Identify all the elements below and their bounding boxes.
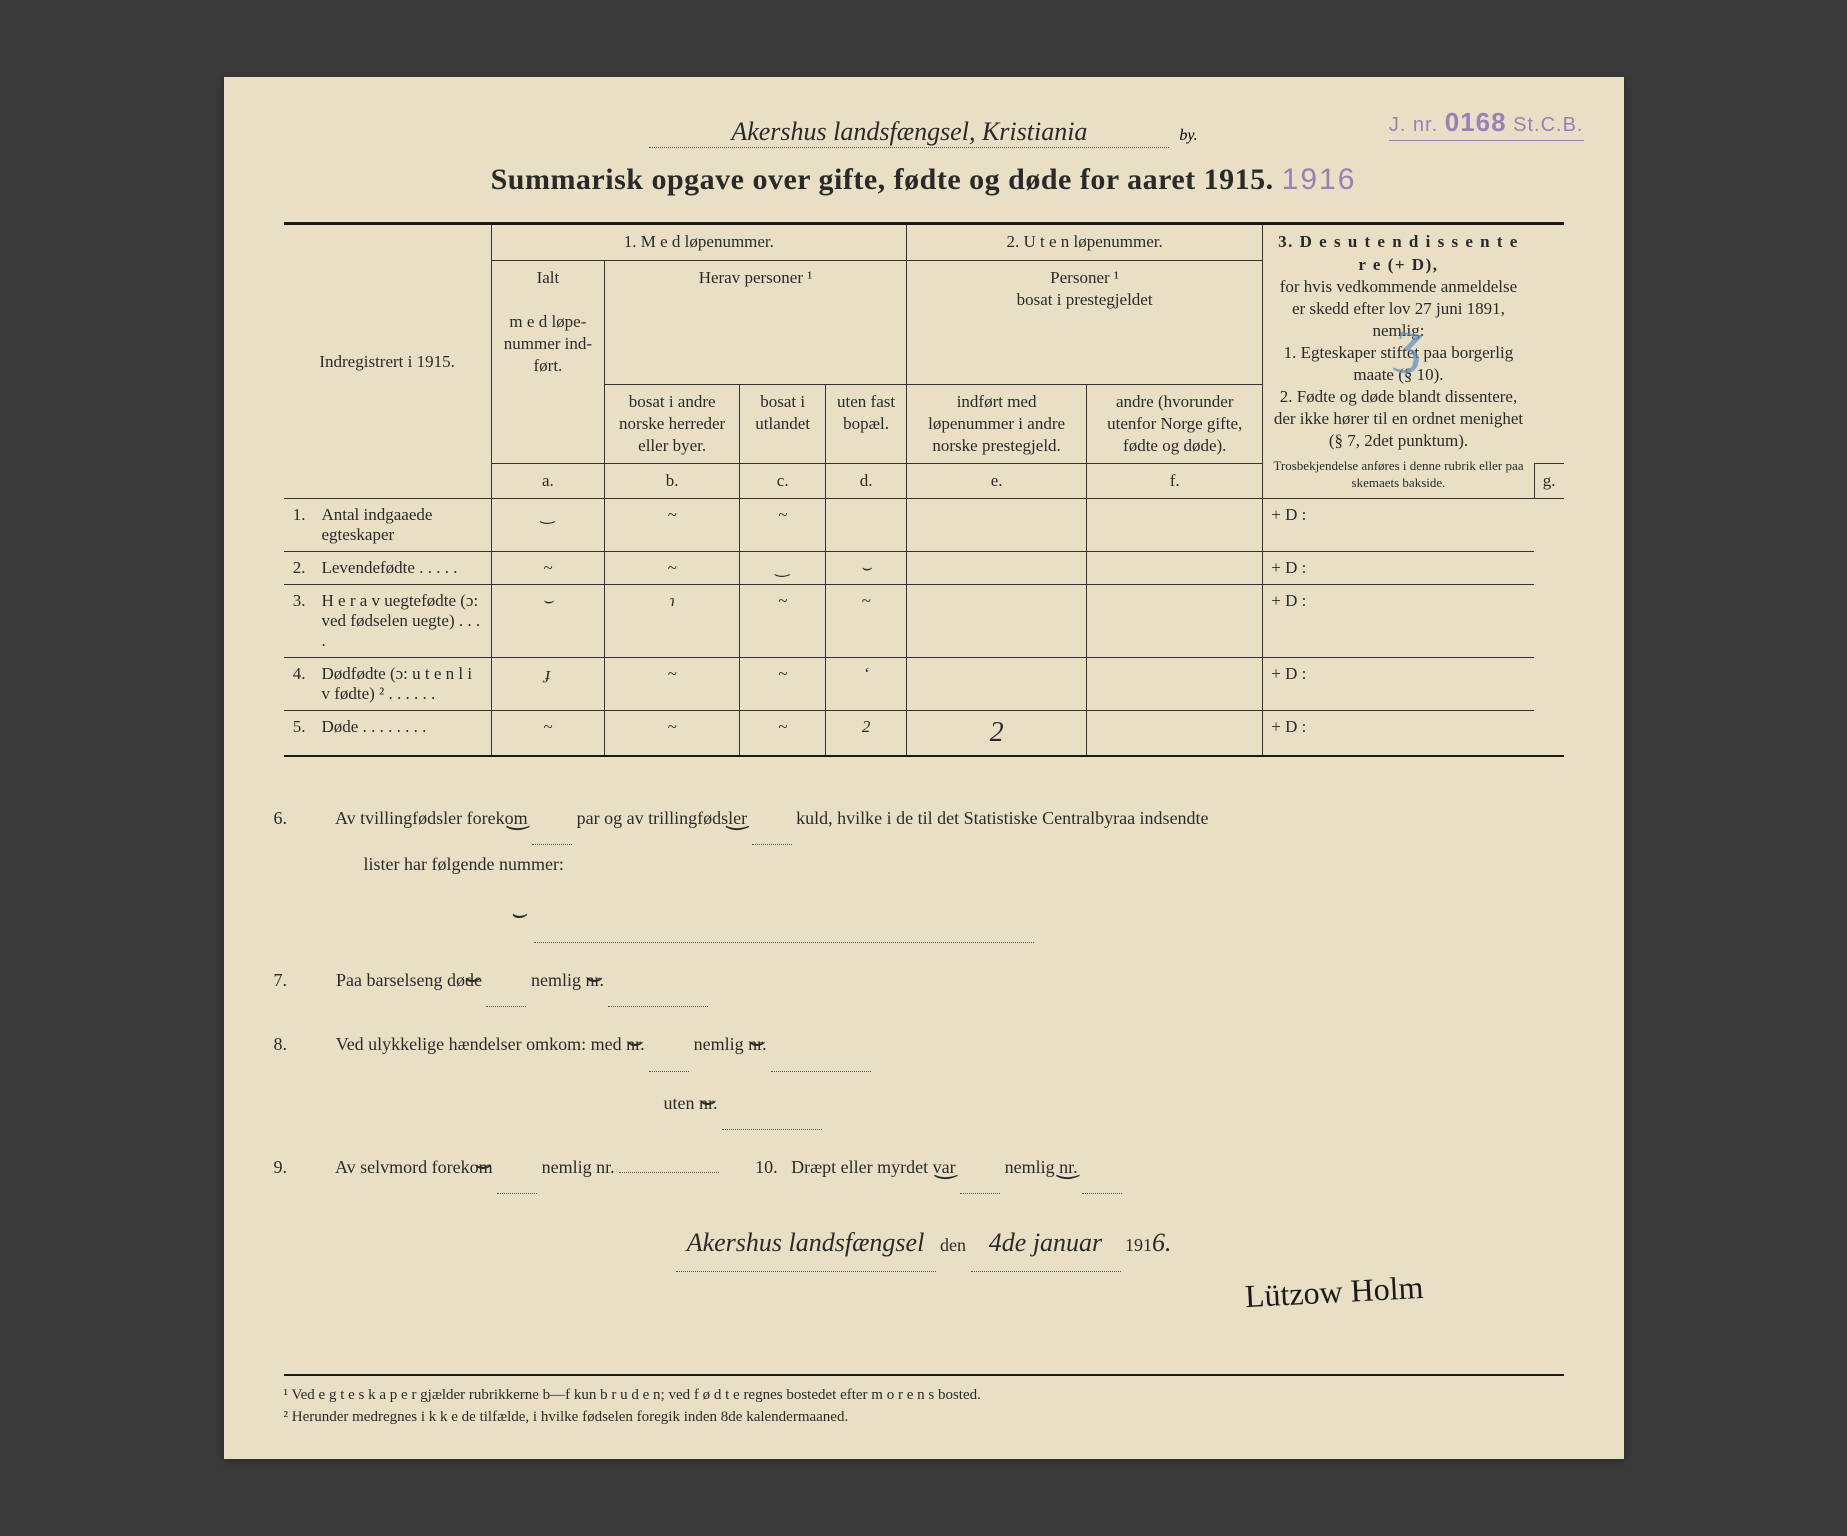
group2-header: 2. U t e n løpenummer. <box>906 224 1262 260</box>
cell-d <box>826 499 907 552</box>
row-label: Levendefødte . . . . . <box>314 552 492 585</box>
row-label: Antal indgaaede egteskaper <box>314 499 492 552</box>
cell-e: 2 <box>906 711 1086 757</box>
col-letter-g: g. <box>1534 464 1563 499</box>
col-letter-e: e. <box>906 464 1086 499</box>
col-a-header: Ialt m e d løpe-nummer ind-ført. <box>491 260 604 464</box>
line-7: 7. Paa barselseng døde ⌣ nemlig nr. ⌣ <box>304 949 1544 1007</box>
cell-a: ‿ <box>491 499 604 552</box>
row-label: Dødfødte (ɔ: u t e n l i v fødte) ² . . … <box>314 658 492 711</box>
group2-sub: Personer ¹ bosat i prestegjeldet <box>906 260 1262 384</box>
col-e-header: indført med løpenummer i andre norske pr… <box>906 384 1086 463</box>
sig-place: Akershus landsfængsel <box>676 1214 936 1272</box>
location-handwritten: Akershus landsfængsel, Kristiania <box>649 117 1169 148</box>
cell-b: ~ <box>605 658 740 711</box>
table-row: 3.H e r a v uegtefødte (ɔ: ved fødselen … <box>284 585 1564 658</box>
cell-d: ~ <box>826 585 907 658</box>
cell-a: ⌣ <box>491 585 604 658</box>
table-row: 4.Dødfødte (ɔ: u t e n l i v fødte) ² . … <box>284 658 1564 711</box>
cell-d: ⌣ <box>826 552 907 585</box>
cell-g: + D : <box>1263 552 1534 585</box>
cell-c: ~ <box>740 711 826 757</box>
cell-e <box>906 499 1086 552</box>
sig-date: 4de januar <box>971 1214 1121 1272</box>
row-number: 3. <box>284 585 314 658</box>
cell-f <box>1087 658 1263 711</box>
table-row: 1.Antal indgaaede egteskaper‿~~+ D : <box>284 499 1564 552</box>
group3-header: 3. D e s u t e n d i s s e n t e r e (+ … <box>1263 224 1534 499</box>
row-label: Døde . . . . . . . . <box>314 711 492 757</box>
cell-e <box>906 658 1086 711</box>
table-row: 5.Døde . . . . . . . .~~~22+ D : <box>284 711 1564 757</box>
col-letter-c: c. <box>740 464 826 499</box>
footnote-1: ¹ Ved e g t e s k a p e r gjælder rubrik… <box>284 1384 1564 1407</box>
cell-b: ~ <box>605 552 740 585</box>
cell-c: ~ <box>740 585 826 658</box>
col-f-header: andre (hvorunder utenfor Norge gifte, fø… <box>1087 384 1263 463</box>
col-letter-a: a. <box>491 464 604 499</box>
title-text: Summarisk opgave over gifte, fødte og dø… <box>491 163 1274 196</box>
bottom-section: 6. Av tvillingfødsler forekom ‿ par og a… <box>284 777 1564 1358</box>
col-c-header: bosat i utlandet <box>740 384 826 463</box>
row-label: H e r a v uegtefødte (ɔ: ved fødselen ue… <box>314 585 492 658</box>
cell-e <box>906 552 1086 585</box>
cell-g: + D : <box>1263 585 1534 658</box>
line-6: 6. Av tvillingfødsler forekom ‿ par og a… <box>304 787 1544 943</box>
cell-f <box>1087 585 1263 658</box>
document-page: J. nr. 0168 St.C.B. ʒ Akershus landsfæng… <box>224 77 1624 1458</box>
row-number: 1. <box>284 499 314 552</box>
line-9-10: 9. Av selvmord forekom ⌣ nemlig nr. 10. … <box>304 1136 1544 1194</box>
row-number: 2. <box>284 552 314 585</box>
cell-a: ~ <box>491 711 604 757</box>
cell-a: ~ <box>491 552 604 585</box>
cell-f <box>1087 499 1263 552</box>
row-number: 4. <box>284 658 314 711</box>
table-row: 2.Levendefødte . . . . .~~‿⌣+ D : <box>284 552 1564 585</box>
cell-a: ɟ <box>491 658 604 711</box>
cell-b: ~ <box>605 711 740 757</box>
cell-f <box>1087 552 1263 585</box>
footnote-2: ² Herunder medregnes i k k e de tilfælde… <box>284 1406 1564 1429</box>
by-label: by. <box>1179 127 1197 145</box>
footnotes: ¹ Ved e g t e s k a p e r gjælder rubrik… <box>284 1374 1564 1429</box>
cell-g: + D : <box>1263 499 1534 552</box>
line-8: 8. Ved ulykkelige hændelser omkom: med n… <box>304 1013 1544 1129</box>
title-year-stamp: 1916 <box>1282 163 1357 196</box>
cell-d: 2 <box>826 711 907 757</box>
cell-c: ~ <box>740 658 826 711</box>
cell-d: ʻ <box>826 658 907 711</box>
row-number: 5. <box>284 711 314 757</box>
cell-c: ‿ <box>740 552 826 585</box>
cell-e <box>906 585 1086 658</box>
col-d-header: uten fast bopæl. <box>826 384 907 463</box>
col-letter-b: b. <box>605 464 740 499</box>
header-line: Akershus landsfængsel, Kristiania by. <box>284 117 1564 148</box>
herav-header: Herav personer ¹ <box>605 260 907 384</box>
cell-b: ~ <box>605 499 740 552</box>
cell-b: ɿ <box>605 585 740 658</box>
cell-g: + D : <box>1263 711 1534 757</box>
group1-header: 1. M e d løpenummer. <box>491 224 906 260</box>
document-title: Summarisk opgave over gifte, fødte og dø… <box>284 163 1564 197</box>
cell-c: ~ <box>740 499 826 552</box>
col-b-header: bosat i andre norske herreder eller byer… <box>605 384 740 463</box>
summary-table: Indregistrert i 1915. 1. M e d løpenumme… <box>284 222 1564 757</box>
col-letter-f: f. <box>1087 464 1263 499</box>
indreg-header: Indregistrert i 1915. <box>284 224 492 499</box>
cell-g: + D : <box>1263 658 1534 711</box>
cell-f <box>1087 711 1263 757</box>
col-letter-d: d. <box>826 464 907 499</box>
